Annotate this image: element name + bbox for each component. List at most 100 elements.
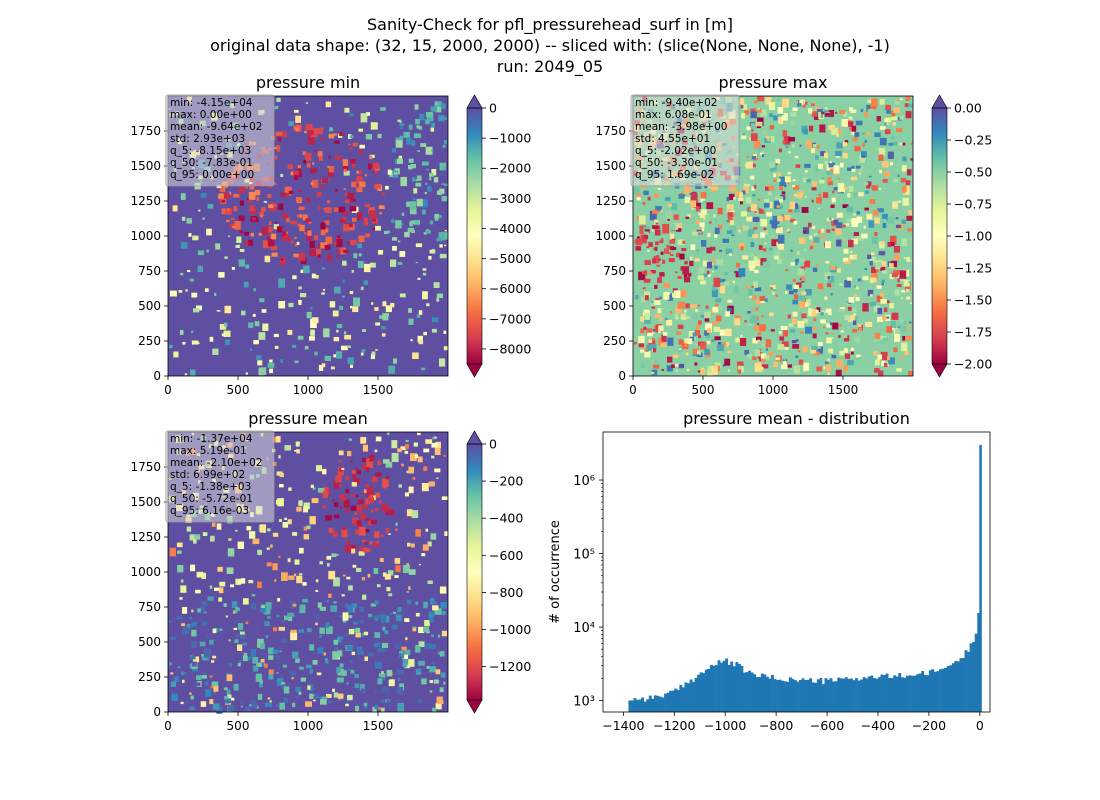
y-tick-label: 500 bbox=[603, 299, 626, 313]
colorbar-tick-label: −0.50 bbox=[954, 165, 992, 180]
colorbar-tick-label: −2000 bbox=[489, 161, 531, 176]
y-tick-label: 1500 bbox=[595, 159, 626, 173]
heatmap-panel-0: pressure min 0 500 1000 1500 0 250 500 750 1000 12… bbox=[130, 73, 531, 397]
histogram-bar bbox=[837, 677, 841, 712]
stats-line: q_5: -1.38e+03 bbox=[170, 481, 251, 493]
stats-line: q_50: -3.30e-01 bbox=[635, 157, 718, 169]
histogram-bar bbox=[977, 612, 981, 712]
histogram-bar bbox=[923, 674, 927, 712]
stats-line: q_5: -2.02e+00 bbox=[635, 145, 716, 157]
histogram-bar bbox=[834, 681, 838, 712]
histogram-bar bbox=[743, 672, 746, 712]
histogram-bar bbox=[956, 661, 960, 712]
stats-line: q_5: -8.15e+03 bbox=[170, 145, 251, 157]
histogram-bar bbox=[628, 700, 632, 712]
colorbar-extend-top bbox=[466, 94, 483, 109]
colorbar-tick-label: 0.00 bbox=[954, 101, 982, 116]
histogram-bar bbox=[709, 664, 713, 712]
histogram-bar bbox=[888, 677, 892, 712]
histogram-bar bbox=[865, 678, 869, 712]
stats-line: max: 6.08e-01 bbox=[635, 109, 712, 121]
colorbar-tick-label: −600 bbox=[489, 548, 523, 563]
colorbar-extend-bottom bbox=[466, 363, 483, 378]
histogram-bar bbox=[758, 677, 762, 712]
x-tick-label: 0 bbox=[629, 383, 637, 397]
histogram-bar bbox=[946, 666, 950, 712]
histogram-bar bbox=[674, 688, 678, 712]
histogram-bar bbox=[648, 695, 652, 712]
x-tick-label: 0 bbox=[164, 719, 172, 733]
histogram-bar bbox=[689, 679, 693, 712]
colorbar-tick-label: −0.25 bbox=[954, 133, 992, 148]
histogram-bar bbox=[737, 663, 741, 712]
colorbar-extend-top bbox=[466, 430, 483, 445]
y-tick-label: 1750 bbox=[130, 124, 161, 138]
histogram-bar bbox=[676, 689, 680, 712]
stats-line: q_95: 0.00e+00 bbox=[170, 169, 254, 181]
x-tick-label: 1500 bbox=[363, 383, 394, 397]
histogram-bar bbox=[788, 677, 792, 712]
histogram-bar bbox=[921, 670, 925, 712]
histogram-bar bbox=[875, 678, 879, 712]
histogram-bar bbox=[715, 665, 718, 712]
histogram-bar bbox=[969, 643, 973, 712]
histogram-bar bbox=[755, 677, 759, 712]
histogram-bar bbox=[778, 679, 782, 712]
histogram-bar bbox=[776, 679, 779, 712]
histogram-bar bbox=[944, 667, 948, 712]
histogram-bar bbox=[885, 673, 889, 712]
histogram-bar bbox=[679, 684, 683, 712]
histogram-bar bbox=[880, 674, 884, 712]
histogram-bar bbox=[898, 673, 902, 712]
histogram-bar bbox=[722, 660, 726, 712]
colorbar-tick-label: −1.00 bbox=[954, 229, 992, 244]
colorbar-tick-label: −400 bbox=[489, 511, 523, 526]
panel-title: pressure min bbox=[256, 73, 360, 92]
histogram-bar bbox=[781, 680, 785, 712]
histogram-bar bbox=[646, 699, 650, 712]
y-tick-label: 1000 bbox=[130, 565, 161, 579]
x-tick-label: 1000 bbox=[758, 383, 789, 397]
histogram-bar bbox=[821, 684, 825, 712]
histogram-bar bbox=[793, 680, 797, 712]
histogram-bar bbox=[725, 658, 729, 712]
histogram-bar bbox=[857, 680, 861, 712]
histogram-panel: pressure mean - distribution −1400 −1200 −1… bbox=[548, 409, 991, 733]
histogram-bar bbox=[974, 633, 978, 712]
y-tick-label: 500 bbox=[138, 299, 161, 313]
histogram-bar bbox=[877, 677, 881, 712]
histogram-bar bbox=[804, 679, 807, 712]
histogram-bar bbox=[961, 658, 965, 712]
y-tick-label: 250 bbox=[138, 334, 161, 348]
x-tick-label: 0 bbox=[976, 718, 984, 733]
stats-line: std: 4.55e+01 bbox=[635, 133, 710, 145]
subplot-grid: pressure min 0 500 1000 1500 0 250 500 750 1000 12… bbox=[130, 73, 992, 733]
histogram-bar bbox=[972, 641, 976, 712]
stats-line: max: 5.19e-01 bbox=[170, 445, 247, 457]
y-tick-label: 750 bbox=[603, 264, 626, 278]
stats-line: std: 6.99e+02 bbox=[170, 469, 245, 481]
stats-line: q_95: 6.16e-03 bbox=[170, 505, 249, 517]
histogram-bar bbox=[893, 675, 897, 712]
x-tick-label: −1000 bbox=[704, 718, 746, 733]
x-tick-label: −200 bbox=[912, 718, 946, 733]
histogram-bar bbox=[651, 698, 655, 712]
histogram-bar bbox=[900, 677, 904, 712]
histogram-bar bbox=[911, 675, 914, 712]
histogram-bar bbox=[799, 680, 802, 712]
y-tick-label: 1750 bbox=[595, 124, 626, 138]
histogram-bar bbox=[883, 674, 886, 712]
y-tick-label: 250 bbox=[603, 334, 626, 348]
histogram-bar bbox=[860, 679, 863, 712]
heatmap-speckle bbox=[168, 96, 448, 376]
histogram-bar bbox=[852, 680, 856, 712]
stats-line: min: -4.15e+04 bbox=[170, 97, 253, 109]
histogram-bar bbox=[816, 679, 820, 712]
histogram-bar bbox=[753, 674, 757, 712]
colorbar-tick-label: −0.75 bbox=[954, 197, 992, 212]
x-tick-label: 1500 bbox=[363, 719, 394, 733]
x-tick-label: 0 bbox=[164, 383, 172, 397]
